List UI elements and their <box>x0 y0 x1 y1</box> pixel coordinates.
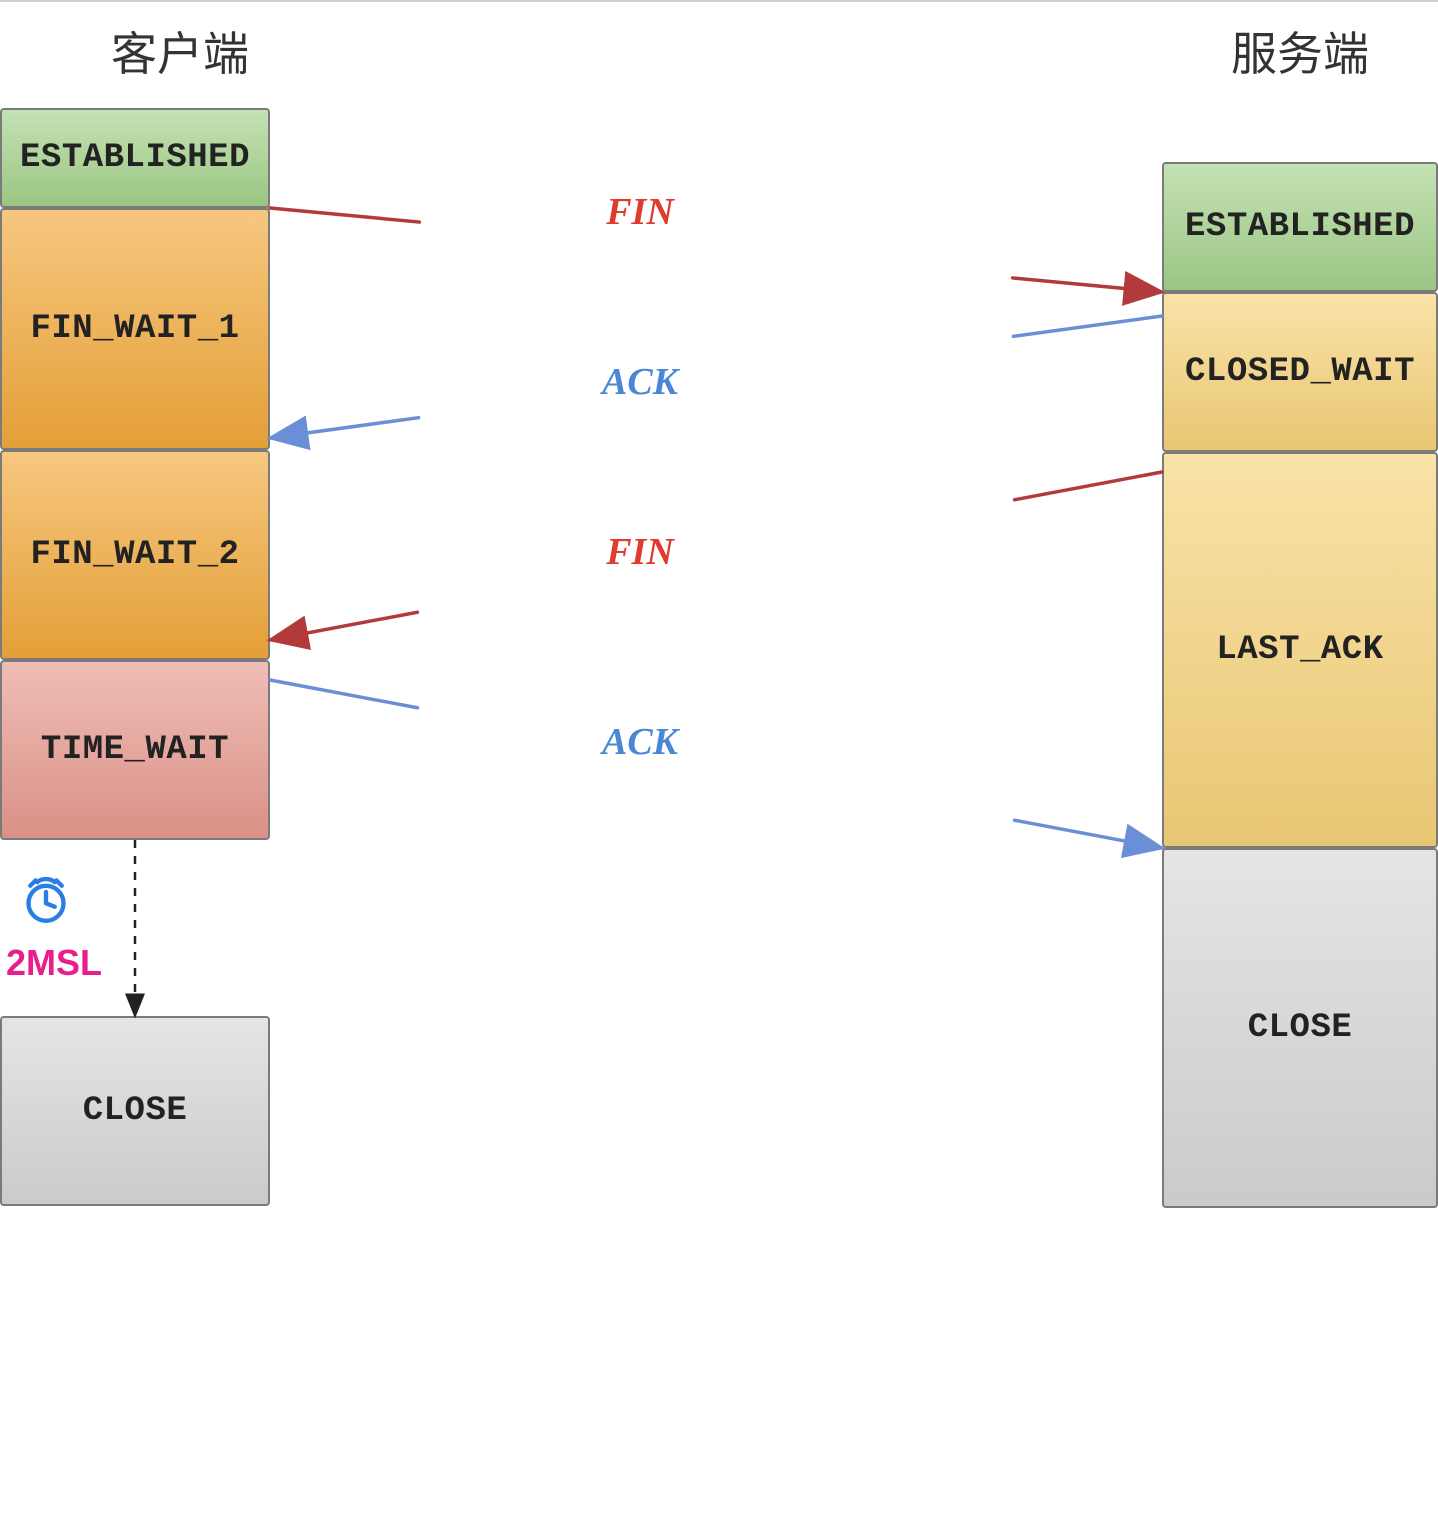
state-label: LAST_ACK <box>1216 631 1383 669</box>
client-state-finwait1: FIN_WAIT_1 <box>0 208 270 450</box>
server-state-close: CLOSE <box>1162 848 1438 1208</box>
state-label: CLOSE <box>83 1092 188 1130</box>
state-label: FIN_WAIT_1 <box>30 310 239 348</box>
clock-icon <box>18 870 74 926</box>
state-label: ESTABLISHED <box>1185 208 1415 246</box>
msg-fin-1: FIN <box>540 190 740 234</box>
client-state-close: CLOSE <box>0 1016 270 1206</box>
msg-fin-2: FIN <box>540 530 740 574</box>
server-state-closedwait: CLOSED_WAIT <box>1162 292 1438 452</box>
msg-ack-1: ACK <box>540 360 740 404</box>
state-label: FIN_WAIT_2 <box>30 536 239 574</box>
tcp-close-diagram: 客户端 服务端 ESTABLISHED FIN_WAIT_1 FIN_WAIT_… <box>0 0 1438 1532</box>
client-state-finwait2: FIN_WAIT_2 <box>0 450 270 660</box>
state-label: CLOSE <box>1248 1009 1353 1047</box>
server-title: 服务端 <box>1150 18 1438 84</box>
client-state-established: ESTABLISHED <box>0 108 270 208</box>
state-label: TIME_WAIT <box>41 731 229 769</box>
state-label: CLOSED_WAIT <box>1185 353 1415 391</box>
state-label: ESTABLISHED <box>20 139 250 177</box>
msg-ack-2: ACK <box>540 720 740 764</box>
client-state-timewait: TIME_WAIT <box>0 660 270 840</box>
server-state-lastack: LAST_ACK <box>1162 452 1438 848</box>
server-state-established: ESTABLISHED <box>1162 162 1438 292</box>
client-title: 客户端 <box>30 18 330 84</box>
timer-2msl-label: 2MSL <box>6 942 102 984</box>
